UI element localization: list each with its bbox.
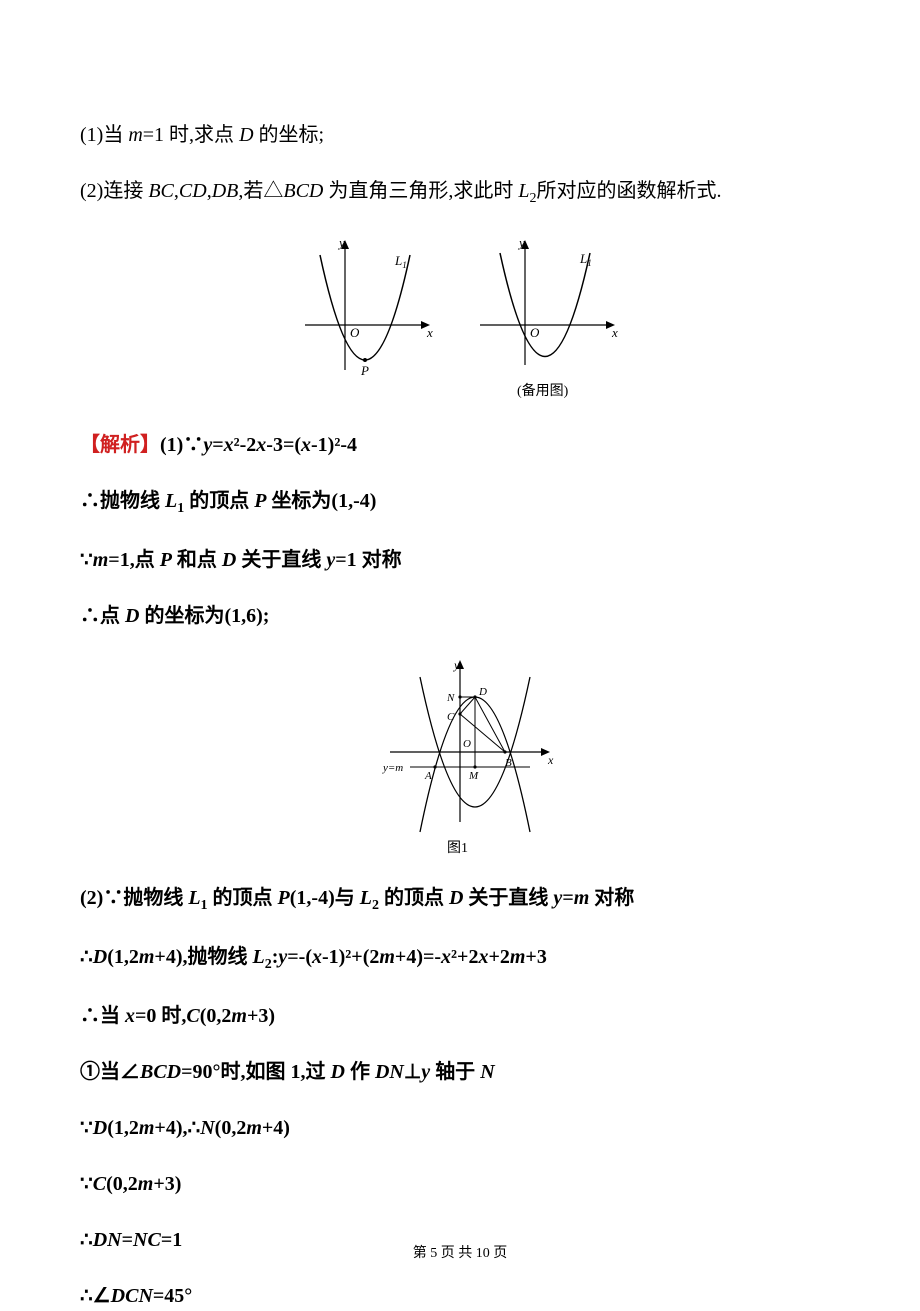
svg-text:x: x — [547, 753, 554, 767]
solution-1-line2: ∴抛物线 L1 的顶点 P 坐标为(1,-4) — [80, 486, 840, 519]
svg-text:O: O — [530, 325, 540, 340]
svg-text:L1: L1 — [394, 253, 407, 270]
svg-text:x: x — [611, 325, 618, 340]
figure-1: y x O y=m N D C B A M 图1 — [355, 657, 565, 857]
svg-text:D: D — [478, 686, 487, 698]
svg-text:B: B — [505, 757, 512, 769]
figure-1-wrap: y x O y=m N D C B A M 图1 — [80, 657, 840, 857]
analysis-label: 【解析】 — [80, 434, 160, 456]
solution-2-line6: ∵C(0,2m+3) — [80, 1169, 840, 1199]
figure-pair: y x O P L1 y x O L1 (备用图) — [80, 235, 840, 405]
solution-1-line1: 【解析】(1)∵y=x²-2x-3=(x-1)²-4 — [80, 430, 840, 460]
svg-text:y: y — [337, 235, 345, 250]
svg-text:C: C — [447, 711, 455, 723]
svg-text:x: x — [426, 325, 433, 340]
svg-text:y=m: y=m — [382, 762, 403, 774]
svg-text:图1: 图1 — [447, 841, 468, 856]
svg-text:A: A — [424, 770, 432, 782]
svg-text:(备用图): (备用图) — [517, 382, 569, 399]
solution-1-line3: ∵m=1,点 P 和点 D 关于直线 y=1 对称 — [80, 545, 840, 575]
solution-2-line4: ①当∠BCD=90°时,如图 1,过 D 作 DN⊥y 轴于 N — [80, 1057, 840, 1087]
problem-part-2: (2)连接 BC,CD,DB,若△BCD 为直角三角形,求此时 L2所对应的函数… — [80, 176, 840, 209]
solution-1-line4: ∴点 D 的坐标为(1,6); — [80, 601, 840, 631]
svg-text:y: y — [453, 658, 460, 672]
page-footer: 第 5 页 共 10 页 — [0, 1242, 920, 1262]
solution-2-line5: ∵D(1,2m+4),∴N(0,2m+4) — [80, 1113, 840, 1143]
solution-2-line2: ∴D(1,2m+4),抛物线 L2:y=-(x-1)²+(2m+4)=-x²+2… — [80, 942, 840, 975]
svg-text:O: O — [350, 325, 360, 340]
svg-text:M: M — [468, 770, 479, 782]
solution-2-line3: ∴当 x=0 时,C(0,2m+3) — [80, 1001, 840, 1031]
solution-2-line1: (2)∵抛物线 L1 的顶点 P(1,-4)与 L2 的顶点 D 关于直线 y=… — [80, 883, 840, 916]
svg-text:N: N — [446, 692, 455, 704]
solution-2-line8: ∴∠DCN=45° — [80, 1281, 840, 1311]
figure-L1: y x O P L1 — [285, 235, 445, 395]
svg-text:y: y — [517, 235, 525, 250]
svg-text:O: O — [463, 738, 471, 750]
svg-text:P: P — [360, 363, 369, 378]
figure-beiyong: y x O L1 (备用图) — [455, 235, 635, 405]
problem-part-1: (1)当 m=1 时,求点 D 的坐标; — [80, 120, 840, 150]
